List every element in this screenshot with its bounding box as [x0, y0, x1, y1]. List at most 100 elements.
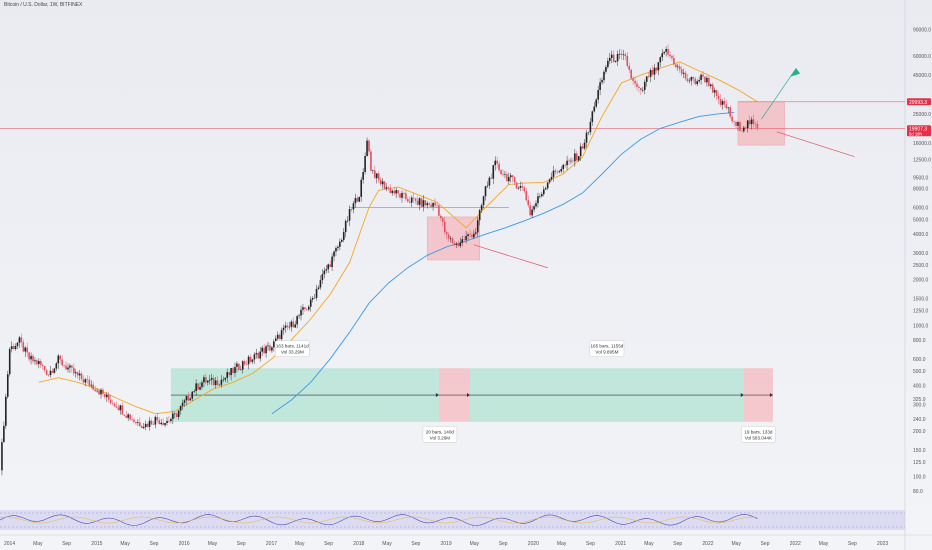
y-tick-label: 325.0	[913, 397, 926, 403]
candle-body	[267, 345, 269, 347]
candle-body	[337, 246, 339, 249]
x-tick-label: 2016	[179, 541, 190, 547]
candle-body	[521, 186, 524, 188]
candle-body	[552, 170, 555, 177]
candle-body	[486, 185, 489, 187]
candle-body	[183, 400, 186, 403]
candle-body	[737, 122, 739, 126]
y-tick-label: 5000.0	[913, 218, 929, 224]
candle-body	[407, 199, 409, 202]
x-tick-label: May	[208, 541, 218, 547]
candle-body	[412, 197, 415, 199]
candle-body	[154, 416, 157, 425]
candle-body	[187, 396, 190, 401]
candle-body	[502, 174, 504, 175]
candle-body	[511, 175, 514, 178]
candle-body	[752, 119, 755, 124]
y-tick-label: 125.0	[913, 460, 926, 466]
candle-body	[430, 204, 432, 207]
candle-body	[387, 187, 390, 188]
candle-body	[166, 420, 168, 423]
candle-body	[564, 164, 566, 166]
candle-body	[148, 420, 151, 427]
candle-body	[47, 374, 50, 376]
candle-body	[441, 218, 444, 222]
candle-body	[22, 342, 25, 352]
candle-body	[121, 405, 124, 415]
candle-body	[358, 196, 361, 202]
y-tick-label: 150.0	[913, 448, 926, 454]
candle-body	[294, 324, 296, 328]
candle-body	[612, 54, 615, 63]
candle-body	[583, 142, 586, 149]
candle-body	[684, 72, 687, 79]
candle-body	[408, 201, 411, 203]
candle-body	[74, 372, 77, 374]
candle-body	[1, 442, 3, 471]
candle-body	[331, 256, 333, 268]
x-tick-label: May	[120, 541, 130, 547]
highlight-box[interactable]	[426, 216, 480, 261]
candle-body	[16, 342, 19, 347]
candle-body	[325, 269, 328, 271]
range-label-bars: 20 bars, 140d	[426, 429, 455, 434]
candle-body	[375, 173, 378, 179]
candle-body	[82, 379, 85, 383]
candle-body	[603, 71, 605, 81]
candle-body	[391, 190, 394, 193]
candle-body	[729, 107, 732, 117]
range-label-box	[422, 426, 458, 443]
candle-body	[556, 171, 559, 173]
candle-body	[640, 88, 642, 91]
candle-body	[57, 355, 60, 364]
range-arrow-head	[466, 393, 470, 398]
candle-body	[523, 187, 526, 192]
candle-body	[63, 365, 65, 366]
candle-body	[304, 307, 306, 310]
candle-body	[45, 370, 48, 375]
candle-body	[276, 334, 279, 339]
candle-body	[461, 239, 464, 243]
projection-arrow-down-2	[473, 244, 548, 269]
candle-body	[319, 280, 322, 288]
candle-body	[498, 163, 500, 171]
candle-body	[243, 361, 246, 365]
candle-body	[418, 198, 421, 205]
rsi-panel[interactable]	[0, 510, 905, 530]
y-tick-label: 1250.0	[913, 309, 929, 315]
candle-body	[94, 389, 96, 392]
highlight-box[interactable]	[737, 101, 785, 146]
candle-body	[626, 55, 629, 66]
candle-body	[280, 330, 283, 340]
range-label-vol: Vol 9.895M	[595, 350, 618, 355]
candle-body	[393, 190, 396, 194]
candle-body	[410, 197, 413, 203]
candle-body	[541, 194, 543, 197]
y-tick-label: 16000.0	[913, 141, 931, 147]
candle-body	[181, 402, 184, 406]
candle-body	[106, 394, 108, 398]
candle-body	[566, 160, 568, 166]
candle-body	[645, 76, 648, 82]
candle-body	[84, 379, 87, 383]
candle-body	[599, 82, 601, 91]
price-badge-label: 19907.3	[909, 127, 927, 133]
candle-body	[115, 406, 118, 408]
price-badge-sub: 5d 19h	[909, 132, 922, 137]
y-tick-label: 200.0	[913, 429, 926, 435]
candle-body	[139, 422, 141, 427]
candle-body	[680, 69, 683, 74]
candle-body	[480, 205, 483, 211]
y-tick-label: 300.0	[913, 402, 926, 408]
candle-body	[383, 181, 386, 189]
candle-body	[721, 101, 724, 105]
candle-body	[488, 177, 491, 186]
candle-body	[348, 209, 351, 221]
candle-body	[6, 374, 9, 397]
candle-body	[595, 99, 598, 107]
candle-body	[739, 122, 741, 131]
candle-body	[259, 351, 262, 359]
